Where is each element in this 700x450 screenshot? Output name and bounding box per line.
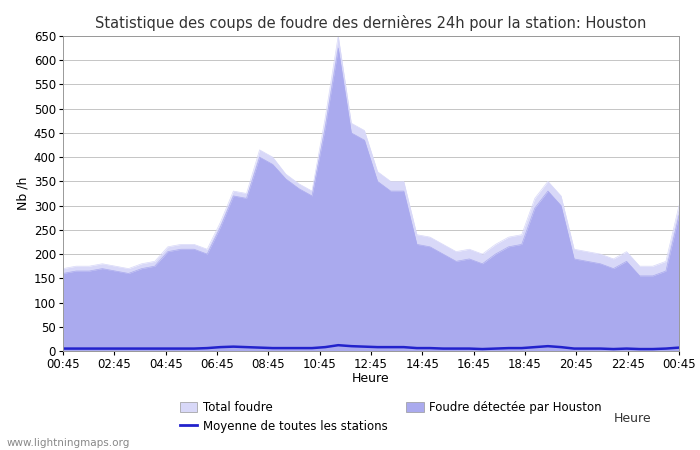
Text: www.lightningmaps.org: www.lightningmaps.org bbox=[7, 438, 130, 448]
Y-axis label: Nb /h: Nb /h bbox=[17, 177, 29, 210]
Text: Heure: Heure bbox=[613, 412, 651, 425]
Title: Statistique des coups de foudre des dernières 24h pour la station: Houston: Statistique des coups de foudre des dern… bbox=[95, 15, 647, 31]
X-axis label: Heure: Heure bbox=[352, 372, 390, 385]
Legend: Total foudre, Moyenne de toutes les stations, Foudre détectée par Houston: Total foudre, Moyenne de toutes les stat… bbox=[180, 401, 602, 433]
